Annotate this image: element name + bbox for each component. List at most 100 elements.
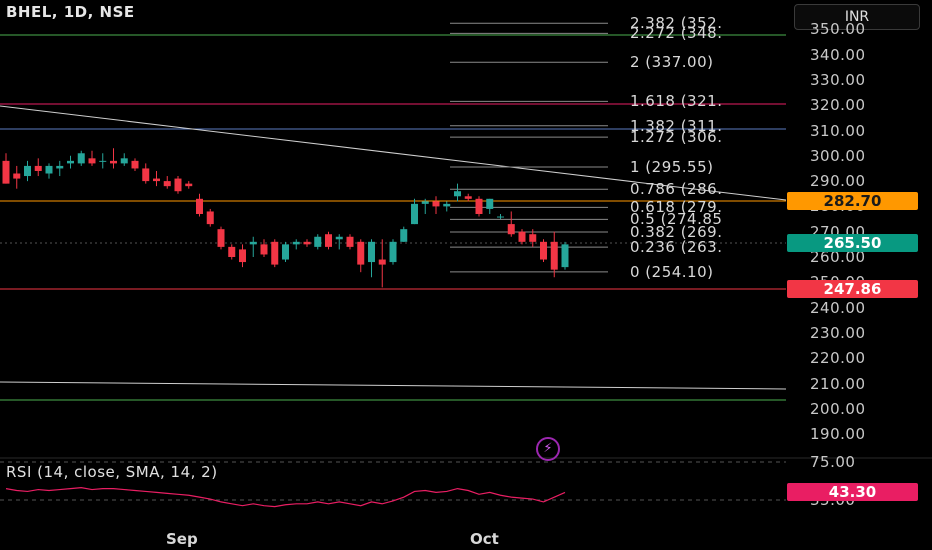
candle-body — [174, 178, 182, 192]
candle-body — [529, 234, 537, 242]
candle — [271, 239, 279, 268]
candle — [2, 153, 10, 184]
candle — [303, 239, 311, 247]
candle — [421, 198, 429, 214]
candle-body — [443, 203, 451, 207]
price-axis-label: 240.00 — [810, 298, 866, 317]
candle — [142, 163, 150, 184]
candle — [185, 181, 193, 189]
candle-body — [303, 241, 311, 245]
candle — [174, 176, 182, 194]
candle-body — [335, 236, 343, 240]
candle — [67, 155, 74, 169]
candle-body — [507, 224, 515, 235]
resistance-price-tag: 282.70 — [787, 192, 918, 210]
candle — [497, 213, 504, 220]
price-axis-label: 220.00 — [810, 349, 866, 368]
price-axis-label: 310.00 — [810, 121, 866, 140]
candle-body — [540, 241, 547, 260]
price-axis-label: 300.00 — [810, 146, 866, 165]
candle-body — [550, 241, 558, 270]
candlestick-series — [2, 148, 569, 288]
time-label-sep: Sep — [166, 530, 198, 548]
fib-level-label: 1.618 (321. — [630, 92, 723, 111]
candle — [120, 153, 128, 166]
candle — [13, 165, 21, 189]
candle — [400, 226, 408, 242]
candle — [56, 160, 64, 177]
candle-body — [239, 249, 246, 263]
rsi-indicator-title[interactable]: RSI (14, close, SMA, 14, 2) — [6, 463, 218, 481]
candle-body — [325, 234, 332, 247]
price-axis-label: 200.00 — [810, 399, 866, 418]
fib-level-label: 2.272 (348. — [630, 24, 723, 43]
candle — [518, 229, 526, 245]
candle-body — [2, 160, 10, 184]
candle-body — [454, 191, 461, 197]
candle-body — [464, 196, 472, 199]
candle — [153, 170, 160, 187]
price-axis-label: 330.00 — [810, 70, 866, 89]
candle-body — [346, 236, 354, 247]
candle — [228, 244, 236, 260]
candle — [282, 241, 289, 263]
price-axis-label: 260.00 — [810, 248, 866, 266]
candle — [368, 239, 375, 278]
fib-level-label: 0.618 (279. — [630, 198, 723, 217]
candle — [249, 236, 257, 257]
candle — [507, 211, 515, 237]
currency-button[interactable]: INR — [794, 4, 920, 30]
candle-body — [88, 158, 96, 164]
support-price-tag: 247.86 — [787, 280, 918, 298]
candle — [196, 193, 203, 217]
candle-body — [120, 158, 128, 164]
candle-body — [260, 244, 268, 255]
candle — [88, 150, 96, 166]
candle — [443, 201, 451, 212]
candle-body — [282, 244, 289, 260]
candle-body — [411, 203, 418, 225]
lightning-icon[interactable]: ⚡ — [536, 437, 560, 461]
symbol-title[interactable]: BHEL, 1D, NSE — [6, 3, 135, 21]
candle-body — [357, 241, 365, 265]
fib-level-label: 0.236 (263. — [630, 238, 723, 257]
candle — [292, 239, 300, 250]
price-axis-label: 210.00 — [810, 374, 866, 393]
candle-body — [24, 165, 31, 177]
candle-body — [486, 198, 494, 209]
fib-level-label: 0.5 (274.85 — [630, 210, 723, 229]
candle — [389, 239, 397, 265]
candle-body — [249, 241, 257, 245]
candle — [77, 150, 85, 166]
candle — [131, 158, 139, 171]
candle-body — [314, 236, 322, 247]
trendline-upper[interactable] — [0, 105, 787, 201]
candle-body — [561, 244, 569, 268]
candle-body — [432, 201, 440, 207]
candle — [45, 163, 53, 179]
candle — [540, 239, 547, 263]
rsi-pane — [0, 461, 786, 508]
candle — [239, 244, 246, 268]
price-axis-label: 230.00 — [810, 323, 866, 342]
price-axis-label: 190.00 — [810, 425, 866, 444]
candle — [260, 239, 268, 257]
rsi-value-tag: 43.30 — [787, 483, 918, 501]
candle-body — [77, 153, 85, 164]
candle-body — [400, 229, 408, 242]
candle — [357, 239, 365, 273]
trendline-lower[interactable] — [0, 381, 787, 390]
candle-body — [228, 246, 236, 257]
candle-body — [271, 241, 279, 265]
fib-level-label: 2 (337.00) — [630, 53, 714, 72]
price-axis-label: 320.00 — [810, 96, 866, 115]
candle — [314, 234, 322, 250]
candle — [454, 183, 461, 202]
fib-retracement — [450, 22, 608, 273]
candle — [34, 158, 42, 177]
candle-body — [368, 241, 375, 263]
candle — [217, 226, 225, 250]
candle-body — [13, 173, 21, 179]
candle-body — [475, 198, 483, 214]
